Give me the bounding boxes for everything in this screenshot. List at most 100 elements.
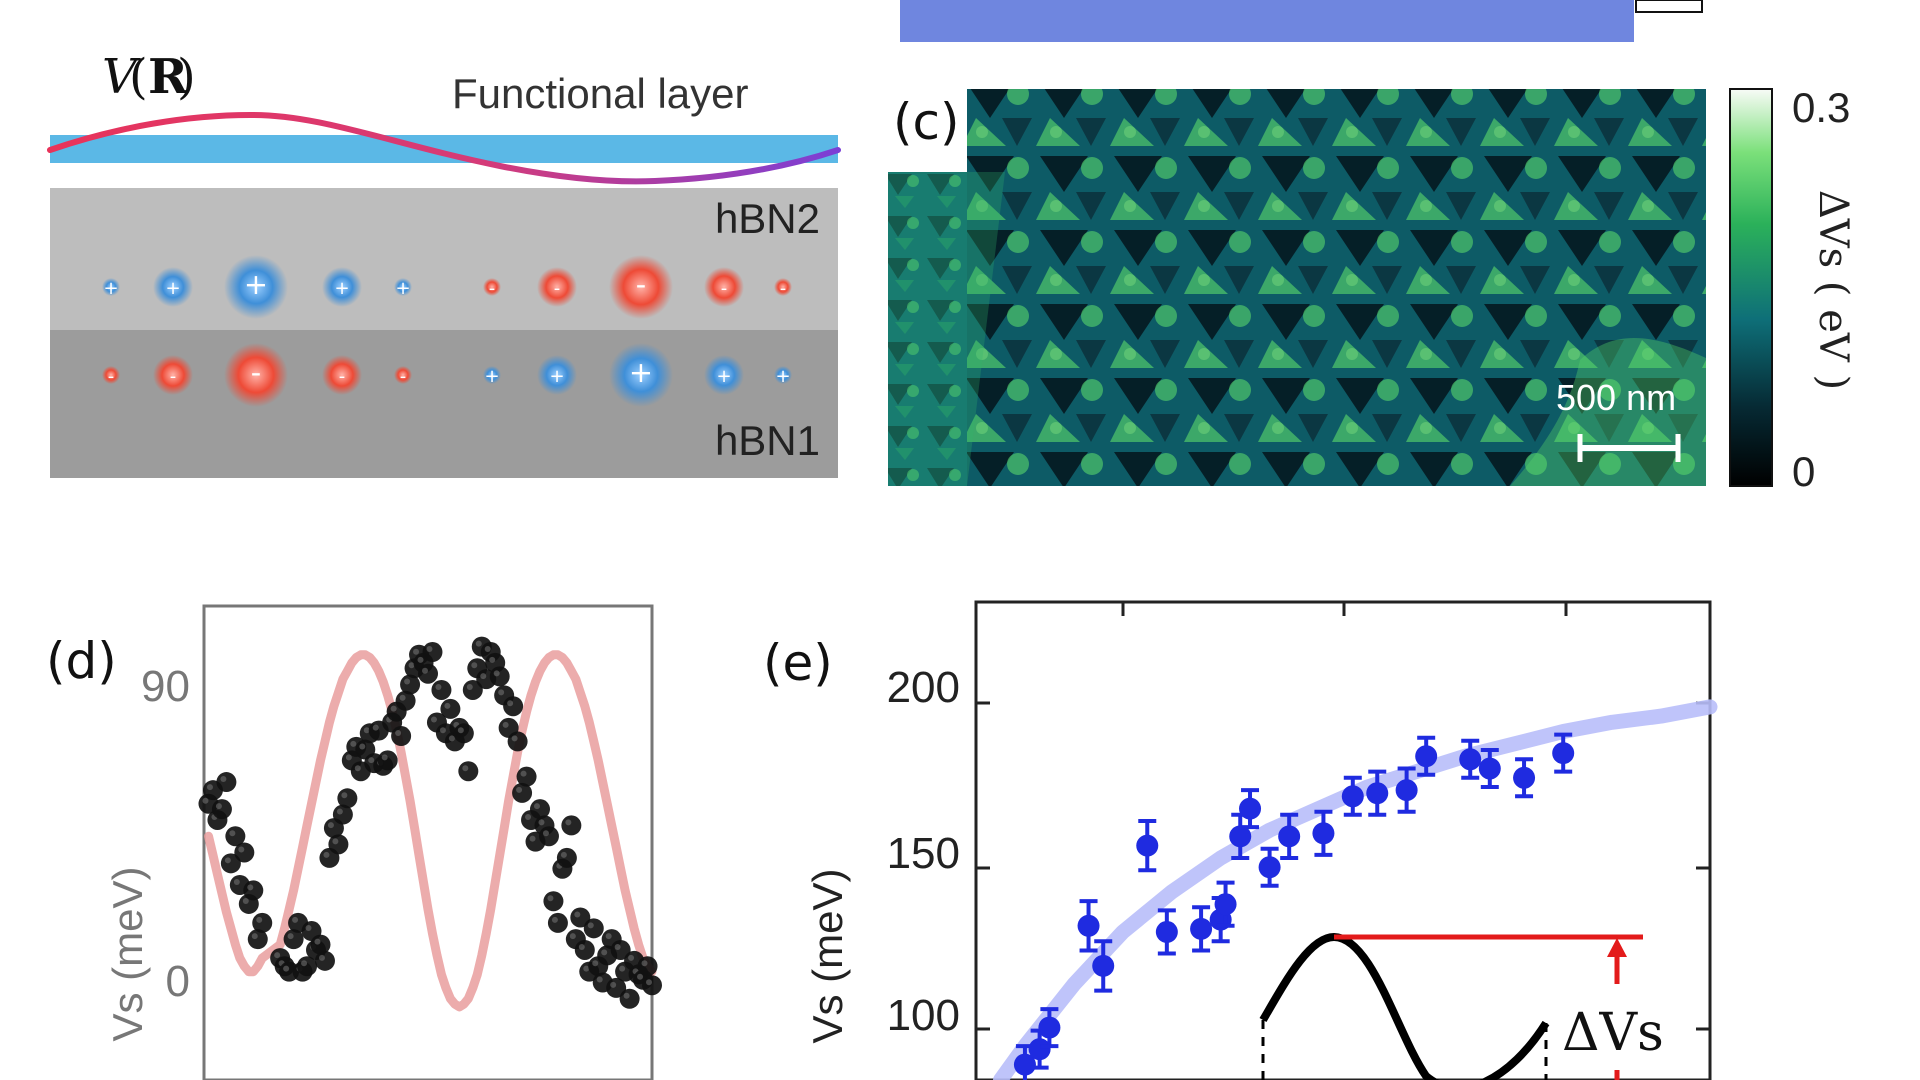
panel-e-label: (e) — [763, 634, 833, 692]
panel-d-point-highlight — [363, 727, 370, 734]
panel-d-point-highlight — [395, 730, 402, 737]
panel-e-marks — [976, 602, 1718, 1080]
panel-d-point-highlight — [475, 640, 482, 647]
panel-d-point-highlight — [596, 976, 603, 983]
negative-charge-dot — [704, 267, 744, 307]
panel-e-point-2 — [1028, 1038, 1051, 1061]
charge-sign: - — [339, 366, 346, 387]
panel-e-ytick-200: 200 — [887, 663, 960, 712]
panel-d-ylabel: Vs (meV) — [104, 866, 151, 1041]
charge-sign: + — [165, 278, 180, 299]
colorbar-title: ΔVs ( eV ) — [1810, 190, 1856, 390]
panel-d-point-highlight — [569, 933, 576, 940]
charge-sign: - — [170, 366, 177, 387]
moire-image-main — [967, 89, 1706, 486]
panel-d-point-47 — [418, 663, 438, 684]
charge-sign: + — [629, 355, 653, 389]
bottom-row-charge-1: - — [102, 366, 120, 387]
positive-charge-dot — [609, 343, 673, 407]
panel-d: (d) 90 0 Vs (meV) — [46, 560, 688, 1080]
panel-e-point-7 — [1155, 920, 1178, 943]
panel-d-point-highlight — [646, 979, 652, 986]
panel-d-point-highlight — [619, 965, 626, 972]
panel-d-point-highlight — [381, 754, 388, 761]
top-row-charge-1: + — [102, 278, 120, 299]
panel-d-point-29 — [337, 788, 358, 809]
panel-d-point-97 — [642, 975, 662, 996]
panel-d-point-highlight — [547, 895, 554, 902]
panel-d-point-highlight — [601, 949, 608, 956]
negative-charge-dot — [537, 267, 577, 307]
panel-d-point-highlight — [520, 770, 527, 777]
panel-e-point-6 — [1136, 834, 1159, 857]
panel-e-point-11 — [1229, 825, 1252, 848]
charge-sign: + — [775, 366, 790, 387]
top-row-charge-7: - — [537, 267, 577, 307]
bottom-row-charge-4: - — [322, 355, 362, 395]
charge-sign: + — [334, 278, 349, 299]
panel-e-point-19 — [1415, 745, 1438, 768]
panel-d-point-24 — [314, 950, 335, 971]
panel-d-point-highlight — [233, 878, 240, 885]
panel-d-point-highlight — [592, 960, 599, 967]
top-row-charge-8: - — [609, 255, 673, 319]
panel-d-point-highlight — [507, 700, 514, 707]
panel-d-point-highlight — [511, 735, 518, 742]
panel-d-point-highlight — [229, 830, 236, 837]
hbn2-layer — [50, 188, 838, 330]
panel-d-point-96 — [637, 956, 658, 977]
panel-d-point-highlight — [323, 851, 330, 858]
potential-label-v: V — [102, 49, 141, 105]
panel-d-point-highlight — [502, 721, 509, 728]
panel-d-point-highlight — [489, 656, 496, 663]
negative-charge-dot — [394, 366, 412, 384]
panel-d-point-highlight — [327, 822, 334, 829]
panel-d-point-highlight — [422, 667, 428, 674]
hbn2-label: hBN2 — [715, 195, 820, 242]
panel-e: (e) 200 150 100 Vs (meV) ΔVs — [763, 600, 1718, 1080]
functional-layer — [50, 135, 838, 163]
panel-c-label-background — [888, 89, 967, 172]
panel-d-point-highlight — [551, 916, 558, 923]
panel-e-point-12 — [1239, 797, 1262, 820]
panel-d-point-highlight — [439, 727, 446, 734]
panel-e-point-20 — [1459, 748, 1482, 771]
charge-sign: + — [716, 366, 731, 387]
panel-e-point-8 — [1190, 917, 1213, 940]
charge-sign: + — [244, 267, 268, 301]
panel-d-point-highlight — [220, 776, 227, 783]
charge-sign: - — [400, 366, 407, 387]
panel-e-point-16 — [1341, 785, 1364, 808]
panel-e-point-13 — [1258, 856, 1281, 879]
panel-d-point-highlight — [462, 765, 469, 772]
potential-label-close-paren: ) — [177, 49, 196, 105]
negative-charge-dot — [483, 278, 501, 296]
panel-d-point-highlight — [641, 960, 648, 967]
charge-sign: + — [395, 278, 410, 299]
panel-b-box-edge — [1635, 0, 1703, 13]
panel-d-point-41 — [391, 726, 412, 747]
bottom-row-charge-8: + — [609, 343, 673, 407]
charge-sign: - — [489, 278, 496, 299]
panel-d-point-27 — [328, 834, 349, 855]
panel-d-point-63 — [489, 666, 510, 687]
panel-d-point-highlight — [372, 724, 379, 731]
panel-d-point-5 — [216, 772, 237, 793]
panel-d-point-highlight — [574, 911, 581, 918]
panel-a: V ( R ) Functional layer hBN2 hBN1 + + + + +… — [47, 49, 841, 478]
panel-d-point-highlight — [274, 952, 281, 959]
panel-d-point-highlight — [242, 897, 249, 904]
bottom-row-charge-10: + — [774, 366, 792, 387]
panel-d-point-highlight — [623, 992, 630, 999]
panel-e-point-3 — [1038, 1016, 1061, 1039]
panel-d-point-highlight — [614, 943, 621, 950]
top-row-charge-2: + — [153, 267, 193, 307]
panel-d-ytick-90: 90 — [141, 662, 190, 711]
positive-charge-dot — [483, 366, 501, 384]
panel-d-point-4 — [211, 799, 232, 820]
panel-d-fit-curve — [204, 650, 657, 1012]
panel-d-point-50 — [431, 679, 452, 700]
panel-d-point-67 — [507, 731, 528, 752]
panel-e-point-17 — [1366, 782, 1389, 805]
